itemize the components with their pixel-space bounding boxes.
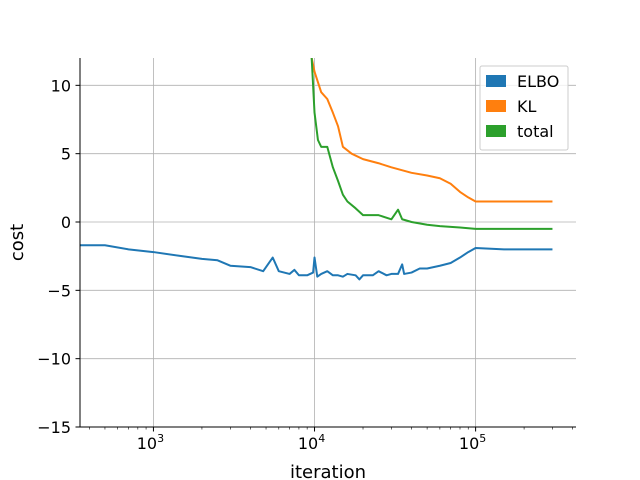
legend-swatch-elbo <box>486 75 506 87</box>
y-tick-label: 0 <box>61 213 71 232</box>
x-tick-label: 104 <box>298 432 325 453</box>
legend-swatch-kl <box>486 100 506 112</box>
y-axis-label: cost <box>7 224 28 261</box>
series-lines <box>80 58 553 281</box>
legend-label-total: total <box>517 122 554 141</box>
y-tick-label: −10 <box>37 350 71 369</box>
axes <box>75 58 576 432</box>
series-line-elbo <box>80 244 553 281</box>
x-axis-label: iteration <box>290 462 366 480</box>
x-tick-label: 103 <box>137 432 164 453</box>
series-line-total <box>310 58 553 230</box>
x-tick-label: 105 <box>459 432 486 453</box>
y-tick-label: −5 <box>47 281 71 300</box>
y-tick-label: 5 <box>61 145 71 164</box>
legend-label-kl: KL <box>517 97 536 116</box>
legend-swatch-total <box>486 125 506 137</box>
y-tick-label: −15 <box>37 418 71 437</box>
series-line-kl <box>310 58 553 203</box>
legend-label-elbo: ELBO <box>517 72 559 91</box>
y-tick-label: 10 <box>51 76 71 95</box>
legend: ELBO KL total <box>479 65 569 151</box>
tick-labels: 103 104 105 −15 −10 −5 0 5 10 <box>37 76 486 453</box>
